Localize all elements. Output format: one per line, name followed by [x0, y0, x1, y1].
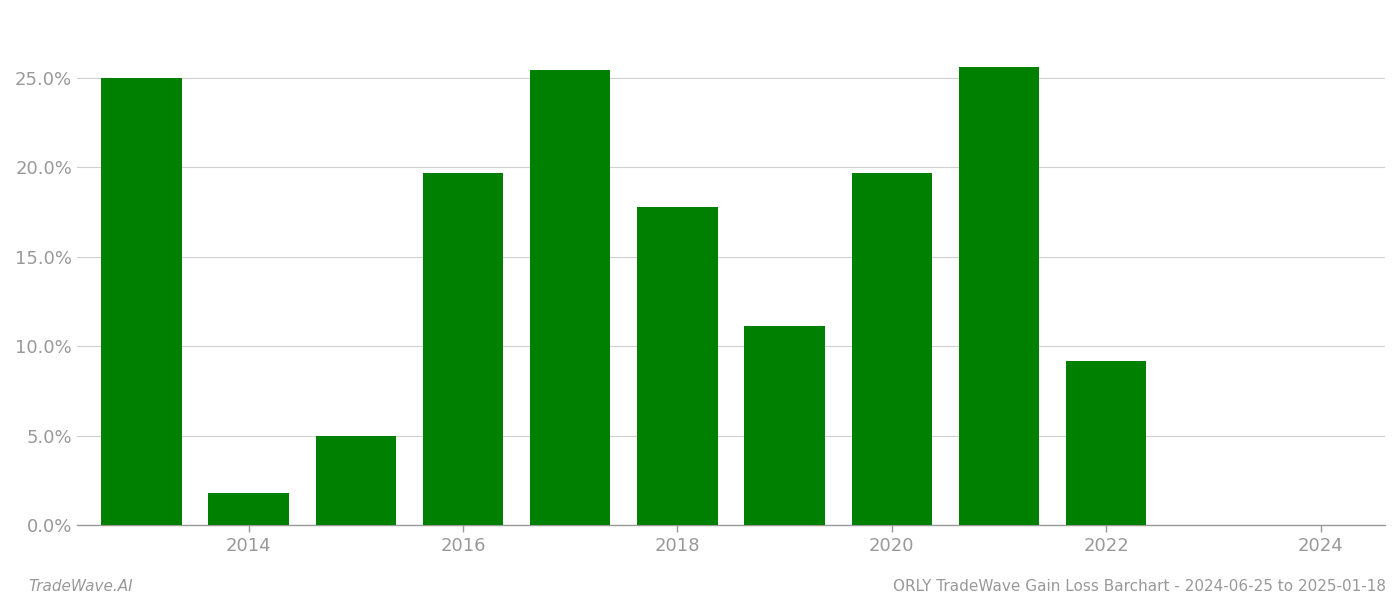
Bar: [423, 173, 503, 525]
Bar: [209, 493, 288, 525]
Bar: [1065, 361, 1147, 525]
Bar: [315, 436, 396, 525]
Bar: [959, 67, 1039, 525]
Bar: [531, 70, 610, 525]
Text: TradeWave.AI: TradeWave.AI: [28, 579, 133, 594]
Bar: [101, 77, 182, 525]
Bar: [745, 326, 825, 525]
Bar: [637, 206, 718, 525]
Bar: [851, 173, 932, 525]
Text: ORLY TradeWave Gain Loss Barchart - 2024-06-25 to 2025-01-18: ORLY TradeWave Gain Loss Barchart - 2024…: [893, 579, 1386, 594]
